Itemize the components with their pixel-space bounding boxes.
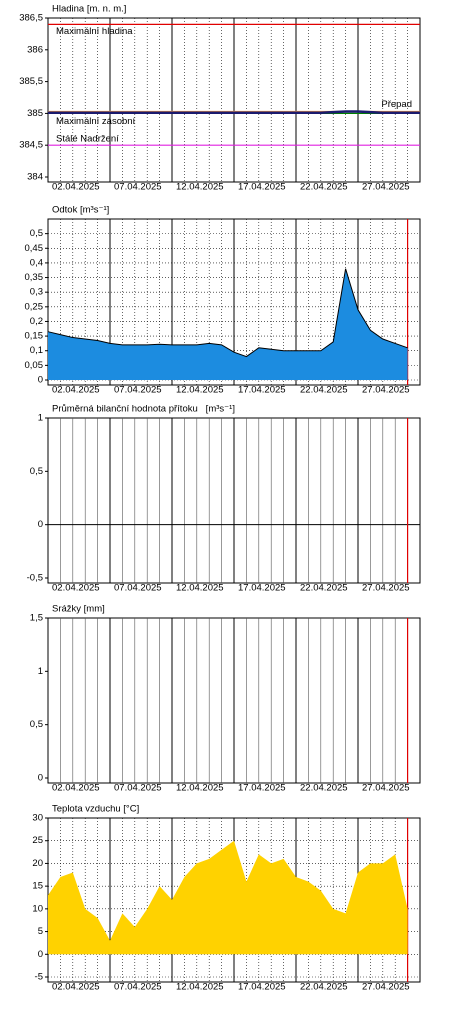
x-tick-label: 22.04.2025 (300, 982, 348, 993)
y-tick-label: 385,5 (19, 76, 43, 87)
x-tick-label: 17.04.2025 (238, 982, 286, 993)
y-tick-label: 0,45 (25, 243, 44, 254)
x-tick-label: 27.04.2025 (362, 982, 410, 993)
y-tick-label: 25 (32, 835, 43, 846)
x-tick-label: 17.04.2025 (238, 385, 286, 396)
chart-title: Srážky [mm] (52, 604, 105, 615)
y-tick-label: 15 (32, 881, 43, 892)
y-tick-label: 0,4 (30, 257, 43, 268)
x-tick-label: 02.04.2025 (52, 583, 100, 594)
x-tick-label: 22.04.2025 (300, 583, 348, 594)
level-line (48, 110, 420, 115)
x-tick-label: 07.04.2025 (114, 182, 162, 193)
y-tick-label: 0 (38, 773, 43, 784)
y-tick-label: 0,5 (30, 719, 43, 730)
x-tick-label: 12.04.2025 (176, 385, 224, 396)
x-tick-label: 07.04.2025 (114, 385, 162, 396)
area (48, 268, 408, 380)
y-tick-label: 0 (38, 519, 43, 530)
y-tick-label: 20 (32, 858, 43, 869)
y-tick-label: 1 (38, 413, 43, 424)
y-tick-label: 0,1 (30, 345, 43, 356)
reference-label: Maximální zásobní (56, 116, 136, 127)
x-tick-label: 22.04.2025 (300, 783, 348, 794)
x-tick-label: 12.04.2025 (176, 182, 224, 193)
y-tick-label: -0,5 (27, 573, 43, 584)
y-tick-label: 0,5 (30, 228, 43, 239)
y-tick-label: 30 (32, 813, 43, 824)
y-tick-label: 384,5 (19, 140, 43, 151)
y-tick-label: 0,35 (25, 272, 44, 283)
y-tick-label: 0,5 (30, 466, 43, 477)
y-tick-label: 1 (38, 666, 43, 677)
x-tick-label: 07.04.2025 (114, 783, 162, 794)
y-tick-label: 1,5 (30, 613, 43, 624)
chart-title: Teplota vzduchu [°C] (52, 804, 139, 815)
x-tick-label: 17.04.2025 (238, 783, 286, 794)
x-tick-label: 12.04.2025 (176, 982, 224, 993)
y-tick-label: 5 (38, 926, 43, 937)
chart-title: Průměrná bilanční hodnota přítoku [m³s⁻¹… (52, 404, 235, 415)
x-tick-label: 02.04.2025 (52, 182, 100, 193)
y-tick-label: 0,05 (25, 360, 44, 371)
x-tick-label: 02.04.2025 (52, 385, 100, 396)
y-tick-label: 10 (32, 903, 43, 914)
y-tick-label: 0,25 (25, 301, 44, 312)
y-tick-label: 385 (27, 108, 43, 119)
reference-label: Přepad (381, 99, 412, 110)
chart-title: Hladina [m. n. m.] (52, 4, 126, 15)
y-tick-label: 0 (38, 375, 43, 386)
y-tick-label: 0,15 (25, 331, 44, 342)
y-tick-label: 0,3 (30, 287, 43, 298)
y-tick-label: 384 (27, 172, 43, 183)
x-tick-label: 12.04.2025 (176, 583, 224, 594)
y-tick-label: 386,5 (19, 13, 43, 24)
x-tick-label: 07.04.2025 (114, 583, 162, 594)
reference-label: Maximální hladina (56, 26, 133, 37)
y-tick-label: -5 (35, 972, 43, 983)
x-tick-label: 12.04.2025 (176, 783, 224, 794)
x-tick-label: 27.04.2025 (362, 583, 410, 594)
x-tick-label: 02.04.2025 (52, 783, 100, 794)
x-tick-label: 22.04.2025 (300, 182, 348, 193)
x-tick-label: 27.04.2025 (362, 385, 410, 396)
x-tick-label: 22.04.2025 (300, 385, 348, 396)
chart-title: Odtok [m³s⁻¹] (52, 205, 109, 216)
area-outline (47, 268, 408, 358)
x-tick-label: 17.04.2025 (238, 583, 286, 594)
reference-label: Stálé Nadržení (56, 134, 119, 145)
area (48, 840, 408, 955)
x-tick-label: 17.04.2025 (238, 182, 286, 193)
x-tick-label: 27.04.2025 (362, 783, 410, 794)
x-tick-label: 02.04.2025 (52, 982, 100, 993)
y-tick-label: 0 (38, 949, 43, 960)
x-tick-label: 07.04.2025 (114, 982, 162, 993)
y-tick-label: 0,2 (30, 316, 43, 327)
y-tick-label: 386 (27, 44, 43, 55)
x-tick-label: 27.04.2025 (362, 182, 410, 193)
